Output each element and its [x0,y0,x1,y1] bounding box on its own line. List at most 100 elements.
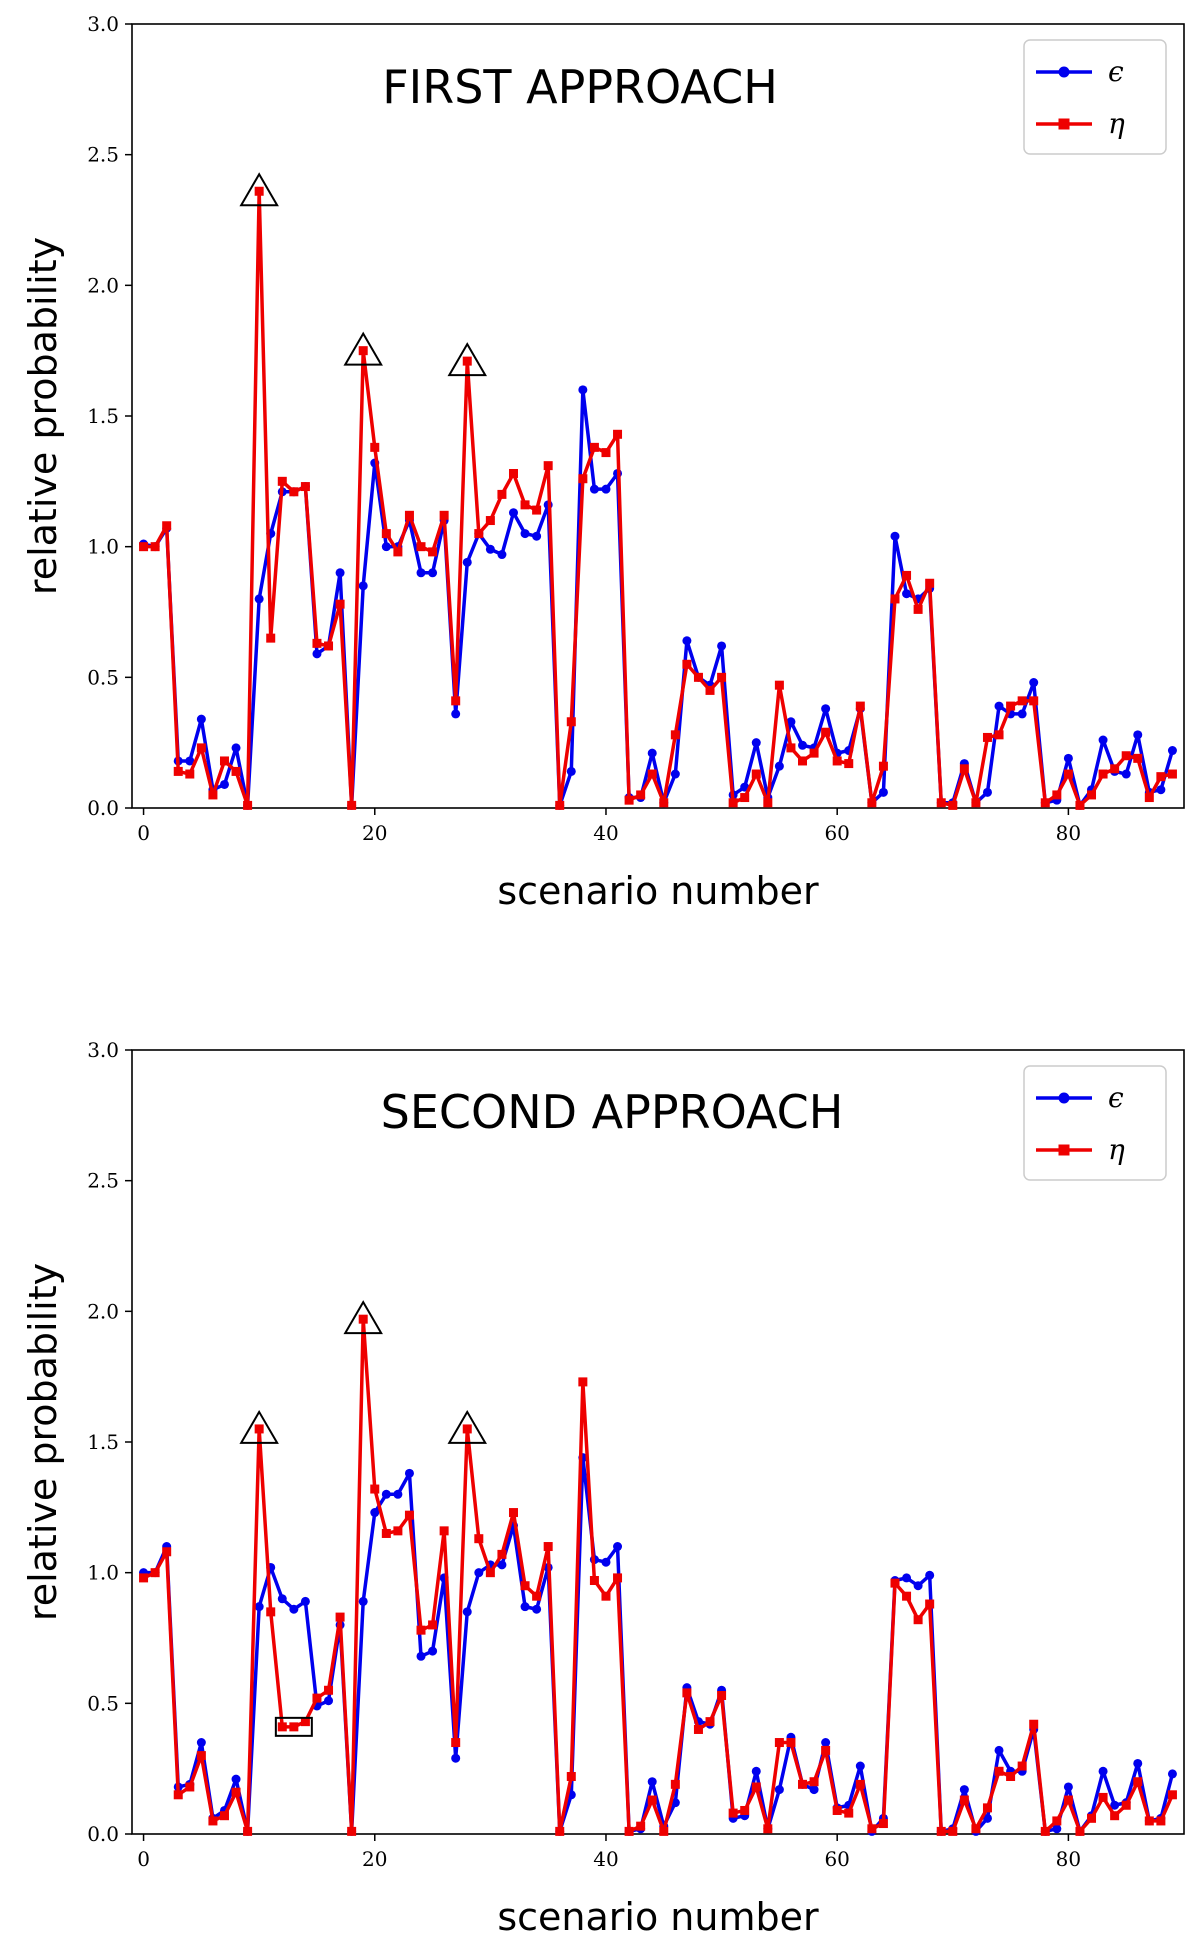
data-point-epsilon [809,1785,819,1795]
data-point-eta [474,1534,484,1544]
data-point-eta [485,516,495,526]
data-point-epsilon [670,769,680,779]
data-point-eta [508,468,518,478]
data-point-epsilon [786,717,796,727]
y-tick-label: 2.0 [87,273,119,297]
data-point-eta [1063,1795,1073,1805]
data-point-epsilon [393,1489,403,1499]
square-annotation [274,1716,313,1737]
data-point-eta [393,1526,403,1536]
data-point-eta [798,756,808,766]
data-point-eta [647,1795,657,1805]
data-point-eta [1133,753,1143,763]
data-point-eta [1144,793,1154,803]
data-point-eta [497,1549,507,1559]
legend-marker-epsilon [1058,66,1070,78]
data-point-epsilon [381,542,391,552]
legend-box [1023,1065,1167,1181]
series-line-eta [143,189,1173,808]
data-point-eta [982,1803,992,1813]
data-point-eta [1075,1826,1085,1836]
data-point-eta [347,800,357,810]
data-point-epsilon [589,484,599,494]
data-point-eta [832,1805,842,1815]
data-point-eta [948,1826,958,1836]
data-point-eta [1167,769,1177,779]
data-point-epsilon [1156,785,1166,795]
data-point-eta [798,1779,808,1789]
data-point-eta [532,505,542,515]
data-point-eta [601,1591,611,1601]
data-point-eta [335,599,345,609]
data-point-eta [150,1568,160,1578]
data-point-eta [925,1599,935,1609]
data-point-eta [670,730,680,740]
data-point-eta [300,482,310,492]
y-tick-label: 0.0 [87,1822,119,1846]
x-axis-label: scenario number [497,1895,819,1937]
data-point-eta [844,1808,854,1818]
data-point-eta [300,1717,310,1727]
data-point-eta [428,1620,438,1630]
legend: ϵ η [1023,1065,1167,1181]
data-point-eta [451,696,461,706]
data-point-eta [451,1738,461,1748]
legend-marker-epsilon [1058,1092,1070,1104]
data-point-eta [185,769,195,779]
data-point-eta [1029,1719,1039,1729]
x-tick-label: 80 [1056,821,1081,845]
chart-title: SECOND APPROACH [381,1085,844,1139]
data-point-eta [959,1795,969,1805]
data-point-eta [289,487,299,497]
data-point-eta [1133,1777,1143,1787]
data-point-epsilon [717,641,727,651]
data-point-eta [219,1811,229,1821]
y-tick-label: 1.0 [87,1561,119,1585]
data-point-eta [601,448,611,458]
data-point-eta [855,701,865,711]
data-point-eta [462,1424,472,1434]
data-point-epsilon [474,1568,484,1578]
x-axis-label: scenario number [497,869,819,913]
data-point-epsilon [1133,1758,1143,1768]
data-point-eta [578,1377,588,1387]
data-point-eta [254,186,264,196]
data-point-eta [508,1508,518,1518]
data-point-eta [982,732,992,742]
data-point-eta [381,529,391,539]
data-point-epsilon [1029,678,1039,688]
data-point-eta [844,759,854,769]
data-point-eta [936,798,946,808]
data-point-epsilon [902,589,912,599]
data-point-epsilon [682,636,692,646]
x-tick-label: 20 [362,1847,387,1871]
data-point-eta [728,798,738,808]
data-point-eta [624,1826,634,1836]
data-point-eta [636,1821,646,1831]
data-point-epsilon [1133,730,1143,740]
legend-marker-eta [1058,118,1070,130]
data-point-eta [416,1625,426,1635]
data-point-epsilon [613,1542,623,1552]
data-point-epsilon [890,531,900,541]
data-point-eta [878,1819,888,1829]
data-point-eta [821,1745,831,1755]
data-point-eta [219,756,229,766]
data-point-epsilon [254,1602,264,1612]
y-tick-label: 2.0 [87,1299,119,1323]
data-point-eta [878,761,888,771]
data-point-eta [1110,764,1120,774]
data-point-eta [139,542,149,552]
data-point-eta [1098,769,1108,779]
data-point-epsilon [428,568,438,578]
data-point-eta [913,1615,923,1625]
data-point-epsilon [358,581,368,591]
data-point-epsilon [798,740,808,750]
data-point-eta [670,1779,680,1789]
data-point-epsilon [335,568,345,578]
data-point-epsilon [520,1602,530,1612]
data-point-eta [786,743,796,753]
data-point-eta [971,798,981,808]
data-point-eta [139,1573,149,1583]
